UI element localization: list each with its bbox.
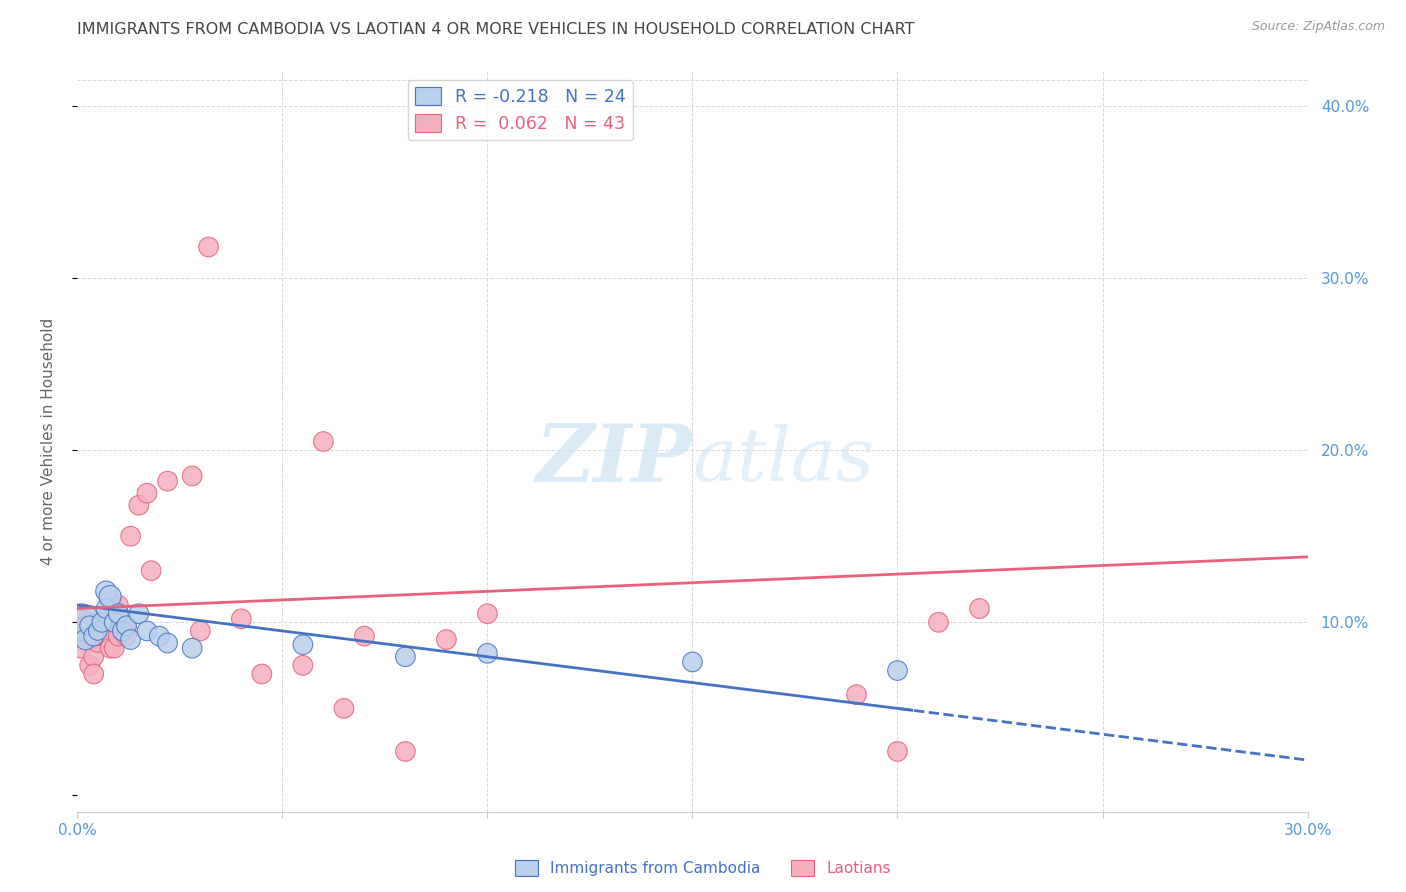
- Point: [111, 624, 134, 638]
- Point: [90, 615, 114, 630]
- Point: [94, 629, 117, 643]
- Point: [94, 584, 117, 599]
- Point: [845, 688, 868, 702]
- Point: [120, 529, 142, 543]
- Point: [250, 667, 273, 681]
- Text: Source: ZipAtlas.com: Source: ZipAtlas.com: [1251, 20, 1385, 33]
- Point: [79, 615, 101, 630]
- Point: [83, 667, 105, 681]
- Point: [291, 638, 314, 652]
- Point: [79, 619, 101, 633]
- Legend: Immigrants from Cambodia, Laotians: Immigrants from Cambodia, Laotians: [509, 855, 897, 882]
- Point: [94, 615, 117, 630]
- Point: [107, 629, 129, 643]
- Point: [928, 615, 950, 630]
- Point: [90, 615, 114, 630]
- Point: [886, 664, 908, 678]
- Point: [128, 607, 150, 621]
- Point: [128, 498, 150, 512]
- Point: [103, 601, 125, 615]
- Point: [181, 641, 204, 656]
- Point: [87, 636, 110, 650]
- Point: [70, 641, 93, 656]
- Point: [120, 632, 142, 647]
- Point: [231, 612, 253, 626]
- Point: [477, 646, 499, 660]
- Point: [156, 474, 179, 488]
- Text: atlas: atlas: [693, 424, 875, 496]
- Point: [477, 607, 499, 621]
- Text: IMMIGRANTS FROM CAMBODIA VS LAOTIAN 4 OR MORE VEHICLES IN HOUSEHOLD CORRELATION : IMMIGRANTS FROM CAMBODIA VS LAOTIAN 4 OR…: [77, 22, 915, 37]
- Text: ZIP: ZIP: [536, 421, 693, 499]
- Legend: R = -0.218   N = 24, R =  0.062   N = 43: R = -0.218 N = 24, R = 0.062 N = 43: [408, 80, 633, 140]
- Point: [436, 632, 458, 647]
- Point: [75, 619, 97, 633]
- Point: [394, 744, 416, 758]
- Point: [111, 624, 134, 638]
- Point: [394, 649, 416, 664]
- Point: [90, 629, 114, 643]
- Point: [98, 590, 121, 604]
- Point: [94, 601, 117, 615]
- Point: [886, 744, 908, 758]
- Point: [75, 632, 97, 647]
- Point: [148, 629, 170, 643]
- Point: [353, 629, 375, 643]
- Point: [83, 649, 105, 664]
- Point: [79, 658, 101, 673]
- Y-axis label: 4 or more Vehicles in Household: 4 or more Vehicles in Household: [42, 318, 56, 566]
- Point: [291, 658, 314, 673]
- Point: [87, 615, 110, 630]
- Point: [136, 486, 159, 500]
- Point: [70, 615, 93, 630]
- Point: [682, 655, 704, 669]
- Point: [188, 624, 212, 638]
- Point: [83, 629, 105, 643]
- Point: [181, 469, 204, 483]
- Point: [98, 641, 121, 656]
- Point: [115, 629, 138, 643]
- Point: [156, 636, 179, 650]
- Point: [107, 598, 129, 612]
- Point: [107, 607, 129, 621]
- Point: [98, 595, 121, 609]
- Point: [969, 601, 991, 615]
- Point: [103, 641, 125, 656]
- Point: [115, 619, 138, 633]
- Point: [103, 615, 125, 630]
- Point: [312, 434, 335, 449]
- Point: [115, 619, 138, 633]
- Point: [136, 624, 159, 638]
- Point: [70, 615, 93, 630]
- Point: [197, 240, 219, 254]
- Point: [141, 564, 163, 578]
- Point: [333, 701, 356, 715]
- Point: [87, 624, 110, 638]
